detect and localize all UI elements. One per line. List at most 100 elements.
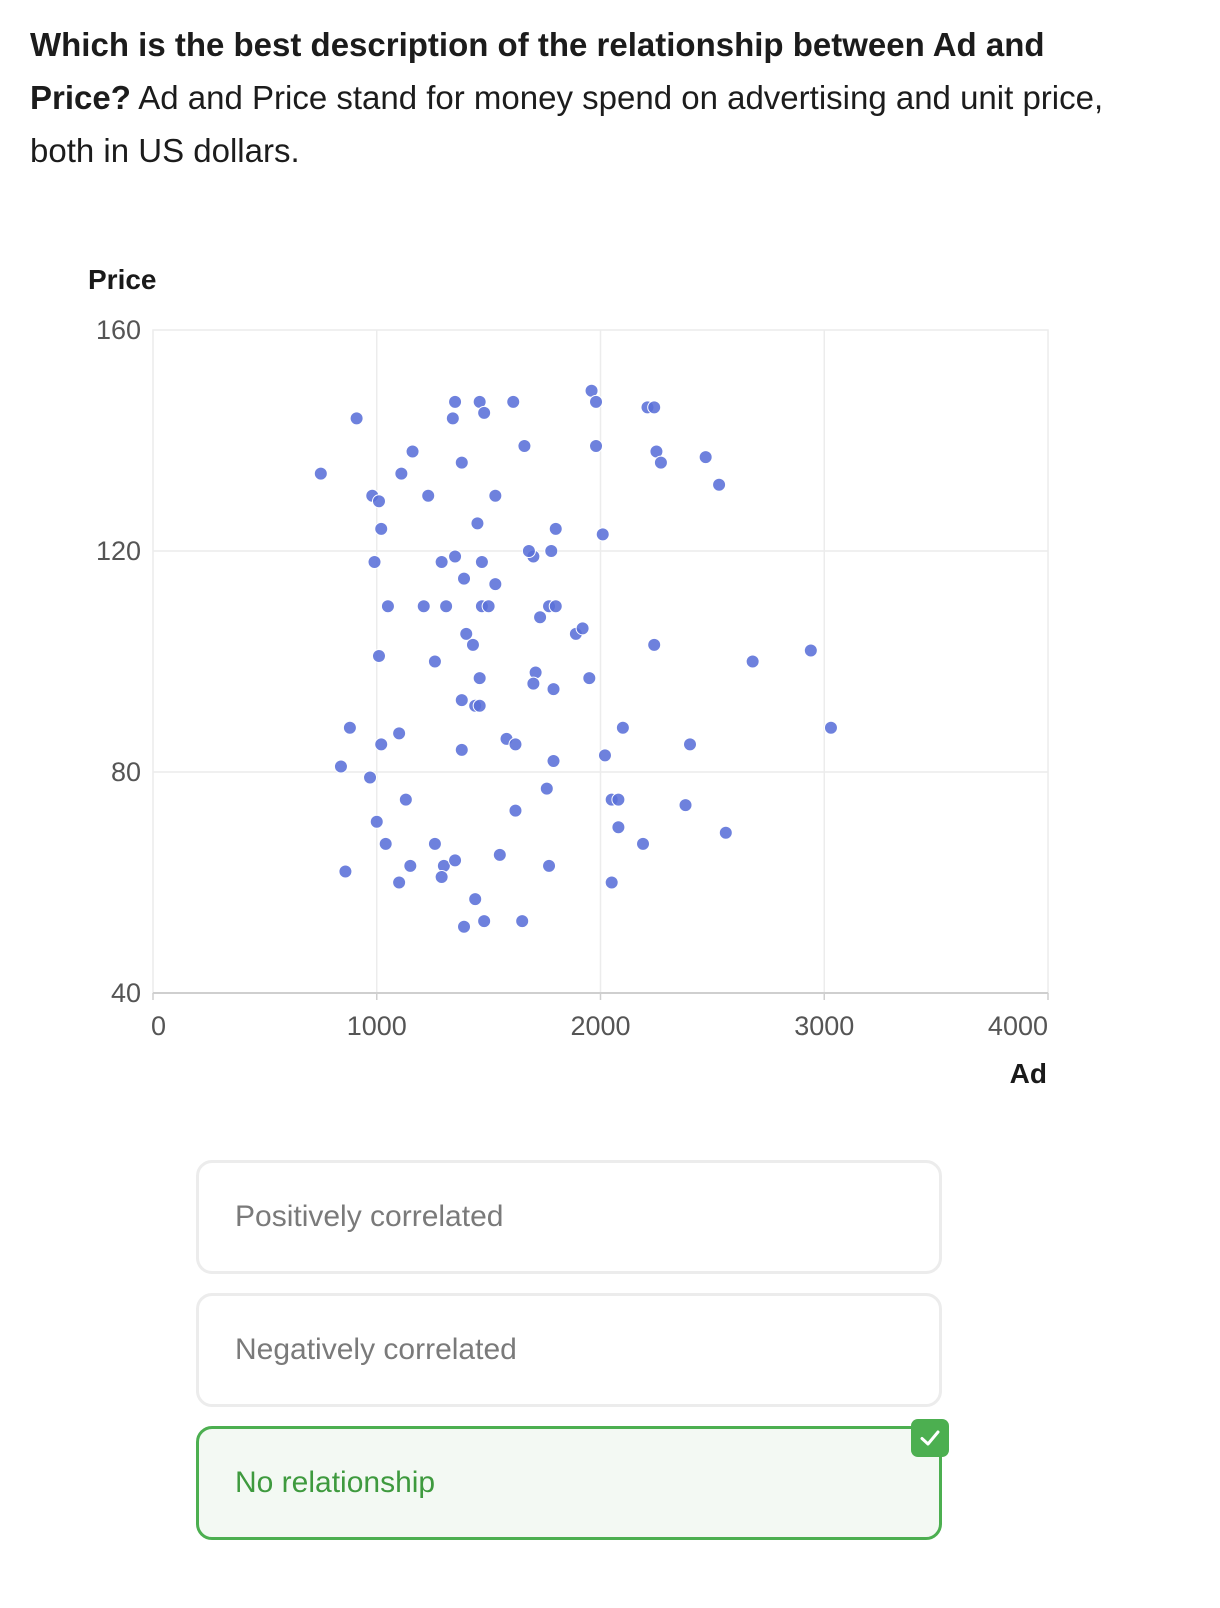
data-point xyxy=(598,749,611,762)
data-point xyxy=(590,395,603,408)
data-point xyxy=(343,721,356,734)
data-point xyxy=(590,440,603,453)
chart-svg: 0 1000 2000 3000 4000 40 80 120 160 Price Ad xyxy=(0,240,1220,1120)
data-point xyxy=(713,478,726,491)
question-body: Ad and Price stand for money spend on ad… xyxy=(30,79,1103,169)
data-point xyxy=(824,721,837,734)
data-point xyxy=(719,826,732,839)
answer-options: Positively correlated Negatively correla… xyxy=(196,1160,942,1559)
data-point xyxy=(489,489,502,502)
data-point xyxy=(605,876,618,889)
y-tick-label: 80 xyxy=(111,757,141,787)
x-tick-label: 3000 xyxy=(794,1011,854,1041)
data-point xyxy=(375,522,388,535)
data-point xyxy=(440,600,453,613)
data-point xyxy=(422,489,435,502)
data-point xyxy=(576,622,589,635)
data-point xyxy=(547,683,560,696)
data-point xyxy=(549,522,562,535)
data-point xyxy=(381,600,394,613)
data-point xyxy=(350,412,363,425)
data-point xyxy=(372,495,385,508)
data-point xyxy=(545,545,558,558)
data-point xyxy=(393,876,406,889)
data-point xyxy=(482,600,495,613)
data-point xyxy=(449,550,462,563)
x-tick-label: 4000 xyxy=(988,1011,1048,1041)
data-point xyxy=(364,771,377,784)
data-point xyxy=(475,556,488,569)
data-point xyxy=(406,445,419,458)
data-point xyxy=(549,600,562,613)
data-point xyxy=(368,556,381,569)
data-point xyxy=(547,754,560,767)
x-axis-label: Ad xyxy=(1010,1058,1047,1089)
data-point xyxy=(370,815,383,828)
data-point xyxy=(684,738,697,751)
data-point xyxy=(804,644,817,657)
option-no-relationship[interactable]: No relationship xyxy=(196,1426,942,1540)
data-point xyxy=(379,837,392,850)
data-point xyxy=(473,672,486,685)
data-point xyxy=(435,870,448,883)
data-point xyxy=(648,638,661,651)
data-point xyxy=(509,738,522,751)
data-point xyxy=(637,837,650,850)
data-point xyxy=(393,727,406,740)
data-point xyxy=(446,412,459,425)
scatter-chart: 0 1000 2000 3000 4000 40 80 120 160 Price Ad xyxy=(0,240,1220,1120)
data-point xyxy=(334,760,347,773)
option-label: Negatively correlated xyxy=(235,1333,517,1367)
data-point xyxy=(543,859,556,872)
data-point xyxy=(449,854,462,867)
data-point xyxy=(612,821,625,834)
data-point xyxy=(679,799,692,812)
data-point xyxy=(612,793,625,806)
data-point xyxy=(516,915,529,928)
data-point xyxy=(493,848,506,861)
data-point xyxy=(428,655,441,668)
data-point xyxy=(417,600,430,613)
data-point xyxy=(449,395,462,408)
data-point xyxy=(404,859,417,872)
data-point xyxy=(596,528,609,541)
data-point xyxy=(489,578,502,591)
data-point xyxy=(458,920,471,933)
data-point xyxy=(527,677,540,690)
data-point xyxy=(339,865,352,878)
y-tick-label: 160 xyxy=(96,315,141,345)
x-tick-label: 1000 xyxy=(347,1011,407,1041)
option-negatively-correlated[interactable]: Negatively correlated xyxy=(196,1293,942,1407)
x-tick-label: 2000 xyxy=(570,1011,630,1041)
data-point xyxy=(648,401,661,414)
data-point xyxy=(534,611,547,624)
data-point xyxy=(469,893,482,906)
data-point xyxy=(399,793,412,806)
data-point xyxy=(466,638,479,651)
data-point xyxy=(540,782,553,795)
data-point xyxy=(455,694,468,707)
data-point xyxy=(428,837,441,850)
option-label: Positively correlated xyxy=(235,1200,503,1234)
data-point xyxy=(507,395,520,408)
data-point xyxy=(478,406,491,419)
data-point xyxy=(699,451,712,464)
data-point xyxy=(616,721,629,734)
data-point xyxy=(458,572,471,585)
data-point xyxy=(509,804,522,817)
checkmark-icon xyxy=(911,1419,949,1457)
data-point xyxy=(455,743,468,756)
data-point xyxy=(395,467,408,480)
data-point xyxy=(473,699,486,712)
option-positively-correlated[interactable]: Positively correlated xyxy=(196,1160,942,1274)
data-point xyxy=(314,467,327,480)
question-text: Which is the best description of the rel… xyxy=(30,18,1150,177)
y-axis-label: Price xyxy=(88,264,157,295)
data-point xyxy=(435,556,448,569)
x-tick-label: 0 xyxy=(151,1011,166,1041)
data-point xyxy=(522,545,535,558)
data-point xyxy=(654,456,667,469)
option-label: No relationship xyxy=(235,1466,435,1500)
data-point xyxy=(583,672,596,685)
y-tick-label: 120 xyxy=(96,536,141,566)
